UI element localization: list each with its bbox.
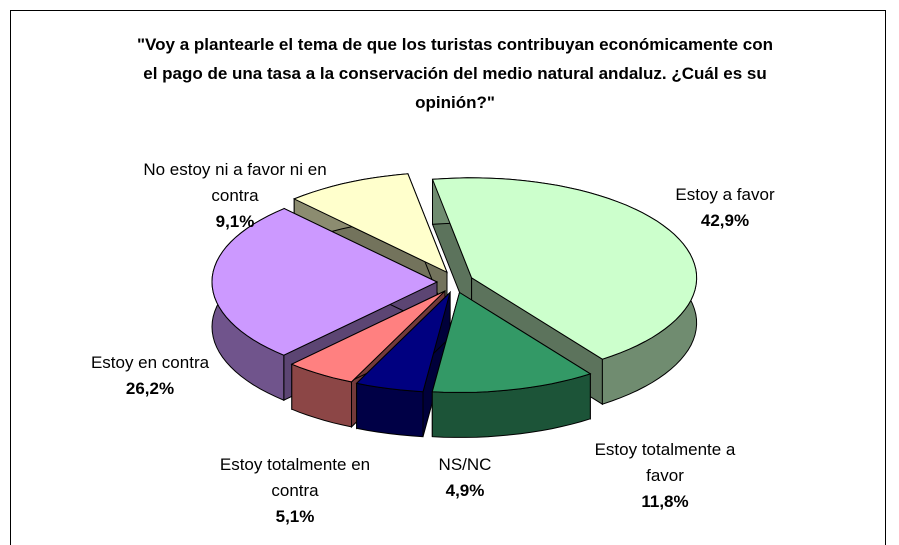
category-label: Estoy en contra (90, 353, 210, 372)
slice (355, 290, 452, 393)
value-label: 5,1% (275, 507, 315, 526)
category-label: Estoy totalmente en contra (219, 455, 371, 500)
data-label: Estoy totalmente en contra 5,1% (205, 452, 385, 530)
chart-frame (10, 10, 886, 545)
value-label: 42,9% (700, 211, 750, 230)
category-label: Estoy a favor (675, 185, 775, 204)
data-label: NS/NC 4,9% (410, 452, 520, 504)
slice (431, 291, 592, 393)
slice (211, 208, 439, 356)
value-label: 26,2% (125, 379, 175, 398)
slice (292, 173, 448, 274)
category-label: Estoy totalmente a favor (594, 440, 736, 485)
category-label: No estoy ni a favor ni en contra (143, 160, 327, 205)
value-label: 11,8% (641, 492, 689, 511)
data-label: Estoy totalmente a favor 11,8% (580, 437, 750, 515)
value-label: 9,1% (215, 212, 255, 231)
data-label: Estoy en contra 26,2% (50, 350, 250, 402)
category-label: NS/NC (438, 455, 492, 474)
data-label: Estoy a favor 42,9% (640, 182, 810, 234)
data-label: No estoy ni a favor ni en contra 9,1% (135, 157, 335, 235)
slice (290, 290, 446, 383)
chart-title: "Voy a plantearle el tema de que los tur… (137, 35, 773, 112)
value-label: 4,9% (445, 481, 485, 500)
slice (431, 177, 698, 360)
